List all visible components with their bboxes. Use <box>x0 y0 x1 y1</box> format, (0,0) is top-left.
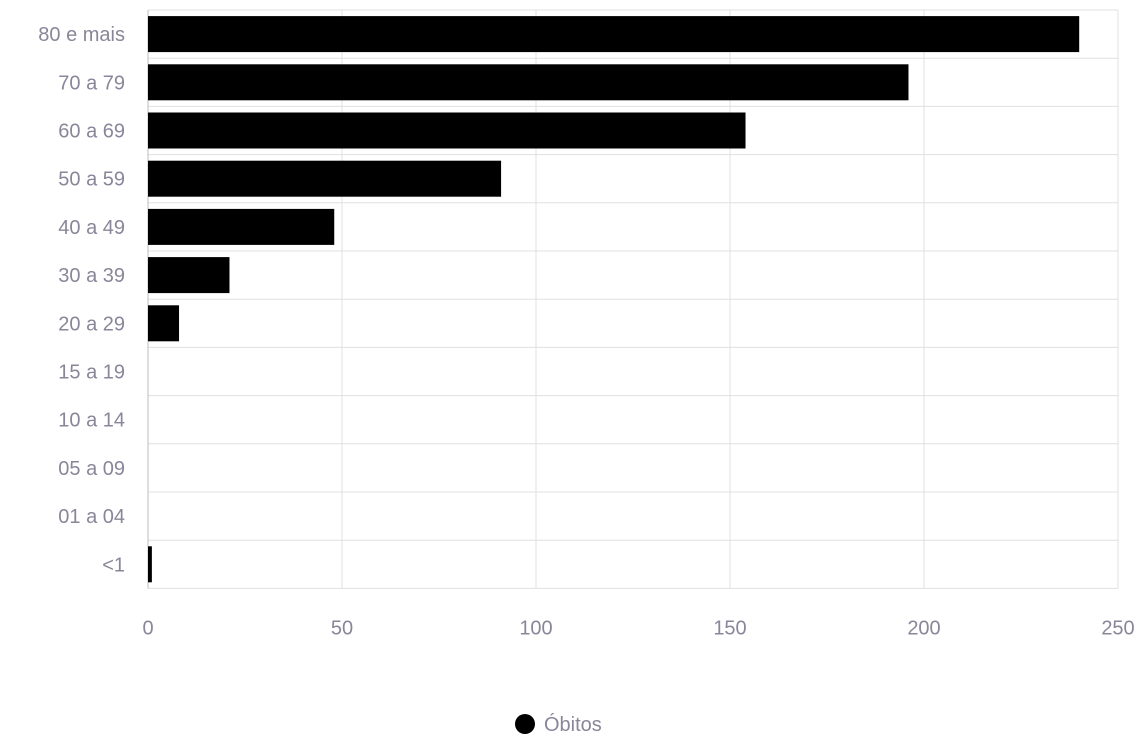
x-axis-ticks: 0 50 100 150 200 250 <box>142 617 1134 639</box>
x-tick-label: 200 <box>907 617 940 639</box>
x-tick-label: 50 <box>331 617 353 639</box>
bar <box>148 208 335 245</box>
legend-label-obitos: Óbitos <box>544 713 602 736</box>
x-tick-label: 0 <box>142 617 153 639</box>
grid <box>147 9 1119 589</box>
legend-swatch-obitos <box>515 714 535 734</box>
category-label: 40 a 49 <box>58 217 125 239</box>
bar <box>148 546 152 583</box>
category-label: 80 e mais <box>38 24 125 46</box>
bar <box>148 305 180 342</box>
bar <box>148 160 502 197</box>
bar <box>148 16 1080 53</box>
category-label: 05 a 09 <box>58 458 125 480</box>
category-label: 01 a 04 <box>58 506 125 528</box>
bar <box>148 257 230 294</box>
category-label: 15 a 19 <box>58 362 125 384</box>
category-label: <1 <box>102 554 125 576</box>
bar <box>148 64 909 101</box>
category-label: 60 a 69 <box>58 121 125 143</box>
category-label: 10 a 14 <box>58 410 125 432</box>
x-tick-label: 150 <box>713 617 746 639</box>
legend: Óbitos <box>515 713 602 736</box>
category-label: 30 a 39 <box>58 265 125 287</box>
x-tick-label: 100 <box>519 617 552 639</box>
category-labels: 80 e mais 70 a 79 60 a 69 50 a 59 40 a 49 30 … <box>38 24 125 576</box>
x-tick-label: 250 <box>1101 617 1134 639</box>
bars <box>148 16 1080 583</box>
category-label: 20 a 29 <box>58 313 125 335</box>
category-label: 70 a 79 <box>58 72 125 94</box>
category-label: 50 a 59 <box>58 169 125 191</box>
bar <box>148 112 746 149</box>
